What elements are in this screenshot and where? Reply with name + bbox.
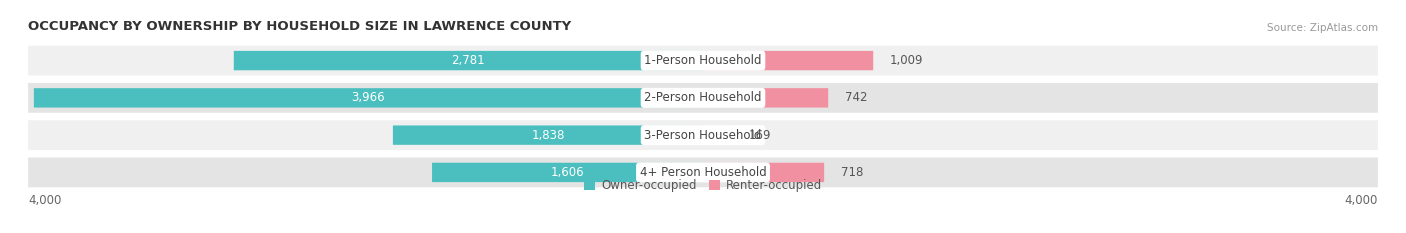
Text: 3-Person Household: 3-Person Household [644,129,762,142]
FancyBboxPatch shape [432,163,703,182]
FancyBboxPatch shape [703,125,731,145]
FancyBboxPatch shape [233,51,703,70]
FancyBboxPatch shape [392,125,703,145]
Text: 718: 718 [841,166,863,179]
Text: Source: ZipAtlas.com: Source: ZipAtlas.com [1267,23,1378,33]
FancyBboxPatch shape [703,163,824,182]
Text: 4,000: 4,000 [28,194,62,207]
FancyBboxPatch shape [703,88,828,108]
Text: 3,966: 3,966 [352,91,385,104]
Text: 2-Person Household: 2-Person Household [644,91,762,104]
Text: OCCUPANCY BY OWNERSHIP BY HOUSEHOLD SIZE IN LAWRENCE COUNTY: OCCUPANCY BY OWNERSHIP BY HOUSEHOLD SIZE… [28,20,571,33]
Text: 742: 742 [845,91,868,104]
Text: 4+ Person Household: 4+ Person Household [640,166,766,179]
Text: 4,000: 4,000 [1344,194,1378,207]
Text: 1,009: 1,009 [890,54,924,67]
FancyBboxPatch shape [28,120,1378,150]
Text: 2,781: 2,781 [451,54,485,67]
Text: 169: 169 [748,129,770,142]
FancyBboxPatch shape [28,46,1378,75]
Text: 1,606: 1,606 [551,166,585,179]
FancyBboxPatch shape [28,158,1378,187]
Legend: Owner-occupied, Renter-occupied: Owner-occupied, Renter-occupied [579,175,827,197]
FancyBboxPatch shape [28,83,1378,113]
FancyBboxPatch shape [703,51,873,70]
Text: 1,838: 1,838 [531,129,565,142]
Text: 1-Person Household: 1-Person Household [644,54,762,67]
FancyBboxPatch shape [34,88,703,108]
